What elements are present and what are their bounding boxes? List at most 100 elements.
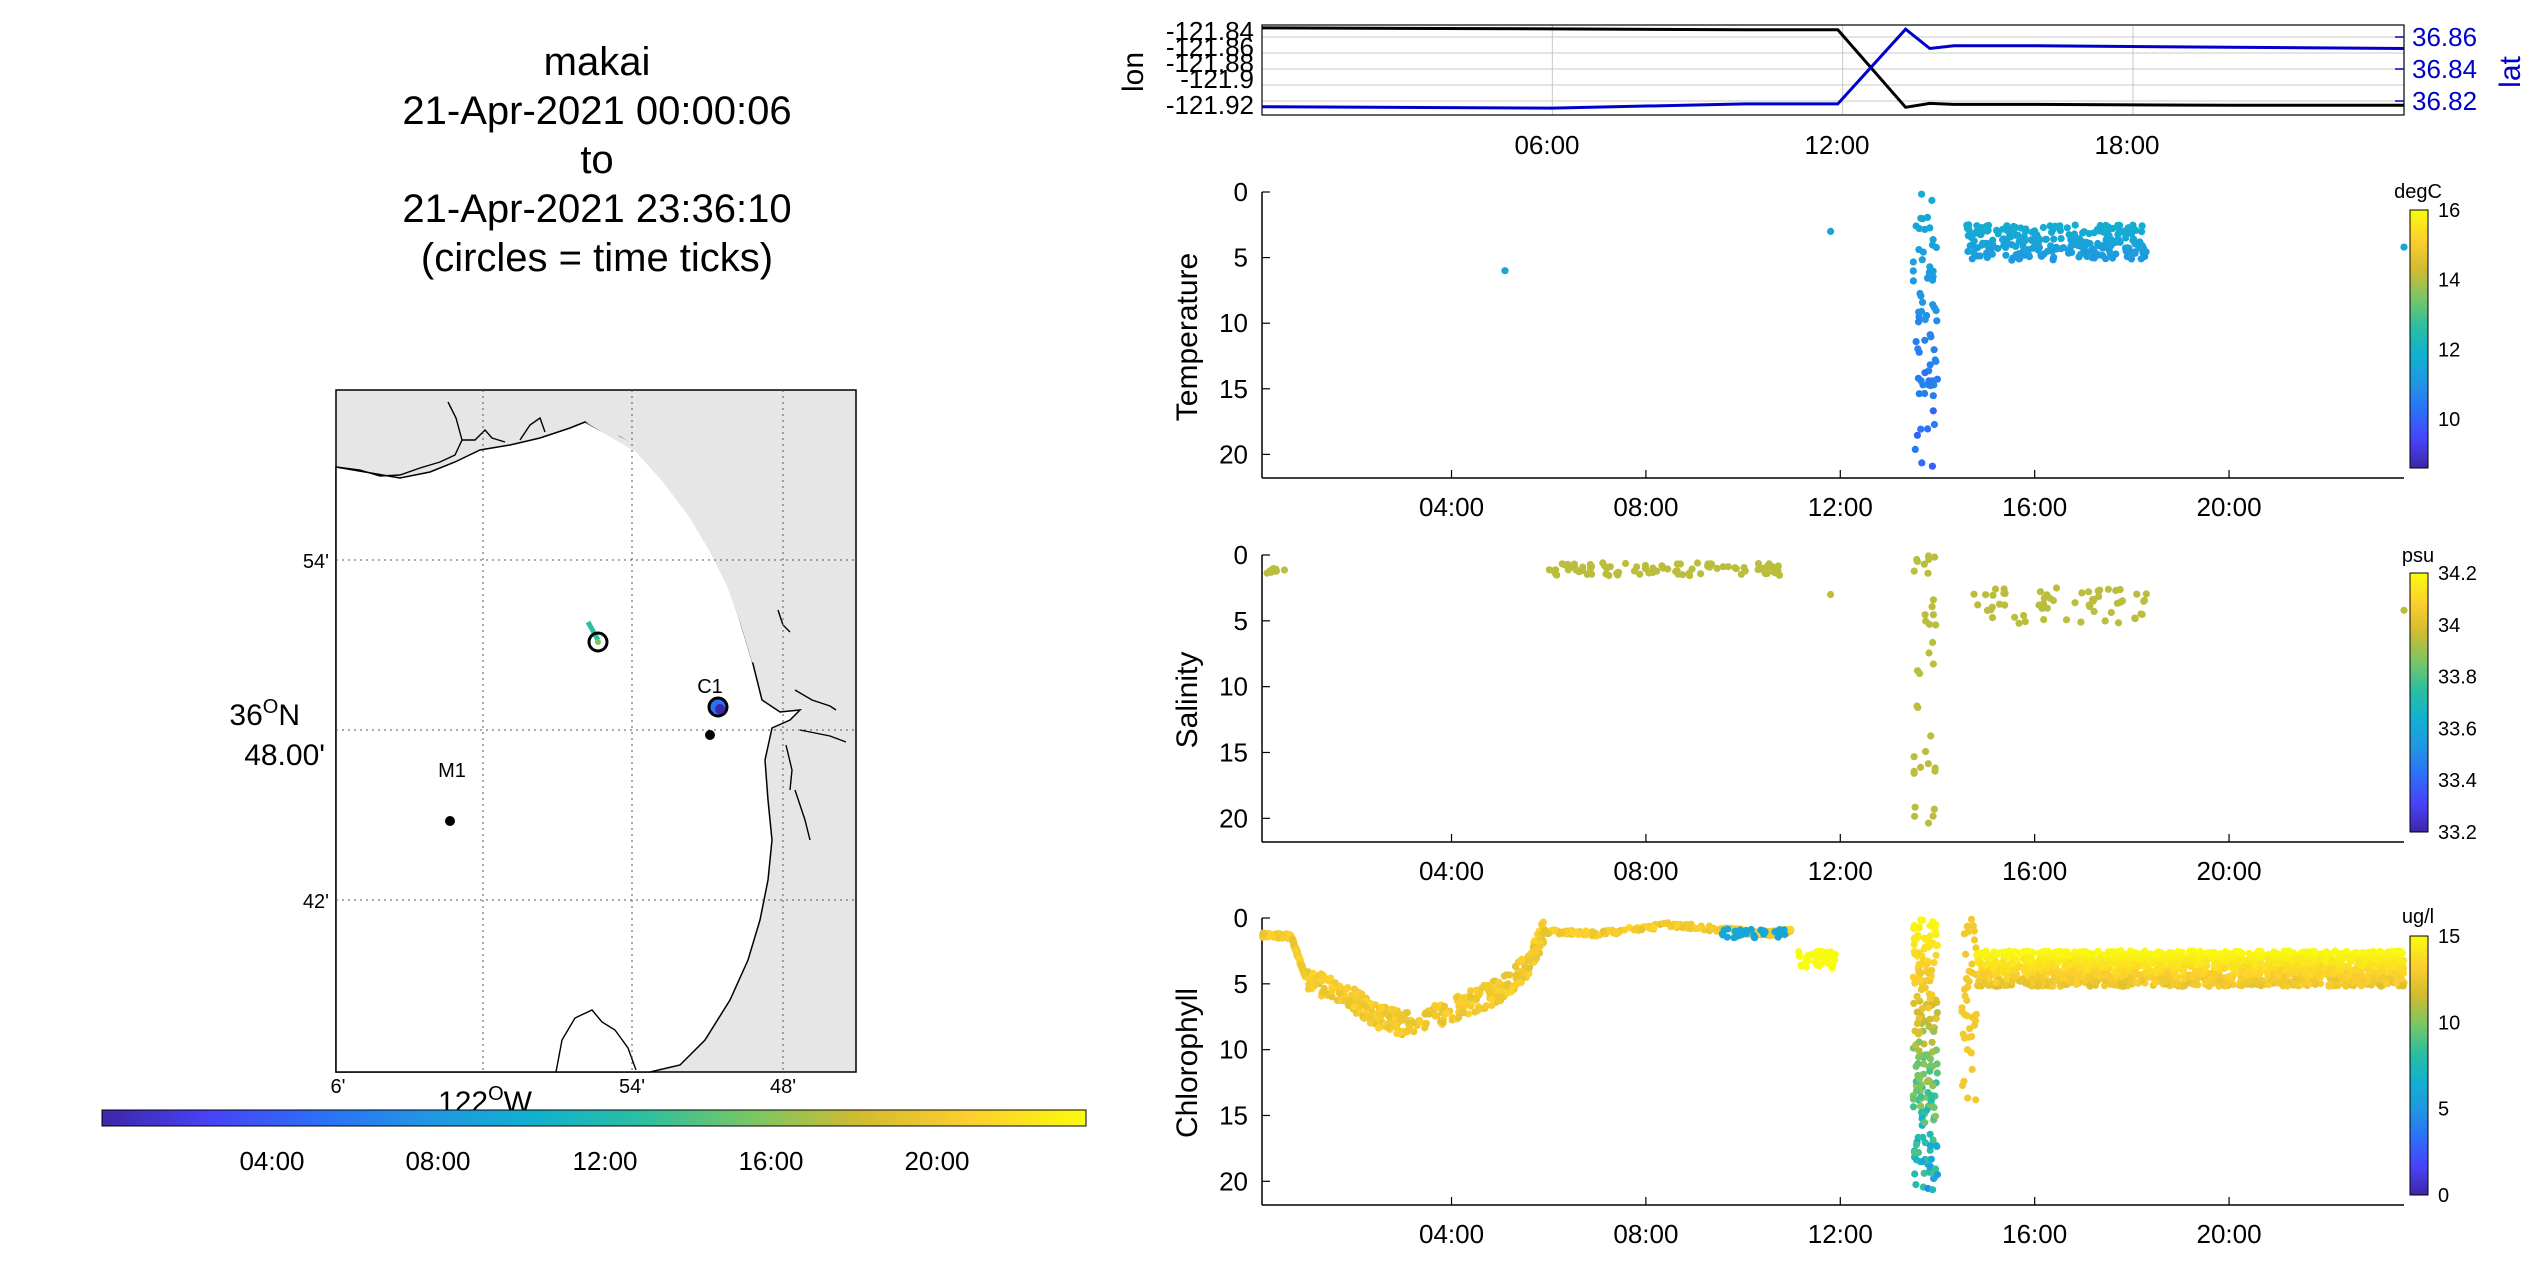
time-colorbar-tick-4: 16:00 — [738, 1146, 803, 1176]
map-graticule — [336, 390, 856, 1072]
salinity-point-81 — [1558, 560, 1566, 568]
temperature-point-300 — [1976, 252, 1984, 260]
chlorophyll-point-996 — [1972, 1010, 1980, 1019]
chlorophyll-point-2321 — [2086, 982, 2094, 990]
time-colorbar-tick-2: 08:00 — [405, 1146, 470, 1176]
chlorophyll-point-948 — [1918, 1158, 1926, 1166]
chlorophyll-point-629 — [1691, 924, 1700, 933]
chlorophyll-point-2504 — [2360, 955, 2368, 963]
salinity-point-91 — [1622, 559, 1630, 568]
salinity-point-153 — [1991, 585, 2000, 593]
chlorophyll-point-2600 — [2238, 967, 2246, 975]
chlorophyll-point-2482 — [2282, 963, 2290, 971]
salinity-point-28 — [1636, 570, 1644, 578]
temperature-point-38 — [1911, 445, 1919, 453]
salinity-point-130 — [1929, 611, 1937, 619]
salinity-xtick-5: 20:00 — [2197, 856, 2262, 886]
chlorophyll-point-965 — [1929, 1082, 1937, 1090]
chlorophyll-points — [1259, 915, 2408, 1194]
chlorophyll-point-767 — [1830, 952, 1839, 960]
time-colorbar-tick-1: 04:00 — [239, 1146, 304, 1176]
chlorophyll-point-2533 — [2009, 967, 2017, 975]
temperature-point-307 — [2012, 242, 2020, 250]
temperature-cbar-tick-3: 12 — [2438, 339, 2460, 361]
temperature-point-325 — [2042, 235, 2050, 243]
chlorophyll-point-2598 — [2142, 952, 2151, 960]
chlorophyll-point-967 — [1915, 1038, 1923, 1046]
chlorophyll-point-2496 — [2302, 966, 2310, 974]
salinity-point-161 — [2015, 619, 2023, 627]
chlorophyll-point-715 — [1761, 928, 1769, 936]
chlorophyll-point-2465 — [2345, 953, 2353, 961]
map-lat-tick-3: 42' — [303, 891, 329, 913]
chlorophyll-point-968 — [1910, 1148, 1919, 1156]
temperature-point-279 — [2033, 231, 2041, 239]
salinity-point-22 — [1713, 564, 1721, 573]
salinity-point-93 — [1614, 571, 1622, 579]
chlorophyll-point-2528 — [2357, 981, 2365, 990]
temperature-point-41 — [1929, 301, 1937, 309]
chlorophyll-point-2602 — [2316, 974, 2324, 982]
salinity-point-105 — [1931, 553, 1939, 561]
temperature-xtick-5: 20:00 — [2197, 492, 2262, 522]
temperature-point-303 — [2008, 256, 2016, 264]
salinity-point-145 — [1989, 591, 1997, 599]
temperature-point-315 — [2099, 228, 2108, 236]
chlorophyll-point-2314 — [2072, 980, 2080, 988]
chlorophyll-point-921 — [1929, 1136, 1937, 1144]
pos-lat-tick-2: 36.84 — [2412, 54, 2477, 84]
salinity-point-184 — [2096, 586, 2104, 594]
map-lat-center-label: 36ON — [229, 696, 300, 732]
chlorophyll-point-937 — [1917, 1093, 1925, 1101]
salinity-colorbar — [2409, 572, 2429, 833]
temperature-point-333 — [2035, 244, 2043, 252]
chlorophyll-point-2571 — [2327, 966, 2335, 974]
salinity-point-133 — [1913, 555, 1921, 564]
chlorophyll-point-960 — [1924, 969, 1932, 977]
chlorophyll-point-700 — [1660, 919, 1668, 928]
chlorophyll-point-927 — [1921, 1051, 1929, 1059]
chlorophyll-point-2562 — [2179, 967, 2187, 975]
salinity-point-186 — [1987, 606, 1995, 614]
pos-xtick-1: 06:00 — [1514, 130, 1579, 160]
temperature-point-317 — [2108, 254, 2117, 262]
salinity-xtick-2: 08:00 — [1613, 856, 1678, 886]
salinity-point-193 — [2095, 592, 2103, 601]
chlorophyll-point-2610 — [2385, 953, 2393, 962]
salinity-cbar-tick-6: 33.2 — [2438, 822, 2477, 844]
salinity-point-115 — [1924, 760, 1932, 768]
salinity-point-155 — [2062, 616, 2071, 624]
temperature-point-63 — [1915, 348, 1923, 356]
chlorophyll-colorbar — [2409, 935, 2429, 1196]
chlorophyll-point-2510 — [2157, 965, 2165, 973]
chlorophyll-point-2444 — [2276, 952, 2284, 960]
temperature-point-50 — [1917, 377, 1925, 385]
temperature-point-2 — [1827, 227, 1835, 235]
station-m1: M1 — [438, 760, 466, 826]
chlorophyll-point-2423 — [2024, 968, 2033, 976]
salinity-xtick-1: 04:00 — [1419, 856, 1484, 886]
temperature-ytick-2: 5 — [1234, 243, 1248, 273]
salinity-point-158 — [2131, 614, 2139, 622]
temperature-point-56 — [1918, 190, 1926, 198]
chlorophyll-point-685 — [1362, 1013, 1370, 1021]
chlorophyll-point-2410 — [2358, 949, 2367, 957]
salinity-cbar-tick-2: 34 — [2438, 615, 2460, 637]
chlorophyll-point-2204 — [1976, 960, 1984, 968]
salinity-cbar-tick-1: 34.2 — [2438, 563, 2477, 585]
salinity-point-102 — [1929, 638, 1937, 647]
chlorophyll-point-676 — [1557, 928, 1566, 937]
chlorophyll-point-2580 — [2330, 957, 2338, 966]
temperature-point-185 — [2037, 252, 2045, 260]
chlorophyll-point-641 — [1467, 993, 1475, 1002]
chlorophyll-point-2122 — [2000, 960, 2008, 968]
chlorophyll-point-606 — [1707, 924, 1715, 932]
temperature-point-68 — [1928, 196, 1936, 204]
chlorophyll-point-2474 — [2292, 975, 2300, 984]
chlorophyll-point-665 — [1442, 1009, 1450, 1018]
salinity-point-120 — [1929, 596, 1937, 604]
chlorophyll-point-2407 — [2263, 969, 2271, 977]
temperature-xtick-1: 04:00 — [1419, 492, 1484, 522]
chlorophyll-point-2392 — [2037, 949, 2046, 957]
chlorophyll-point-949 — [1909, 973, 1917, 981]
